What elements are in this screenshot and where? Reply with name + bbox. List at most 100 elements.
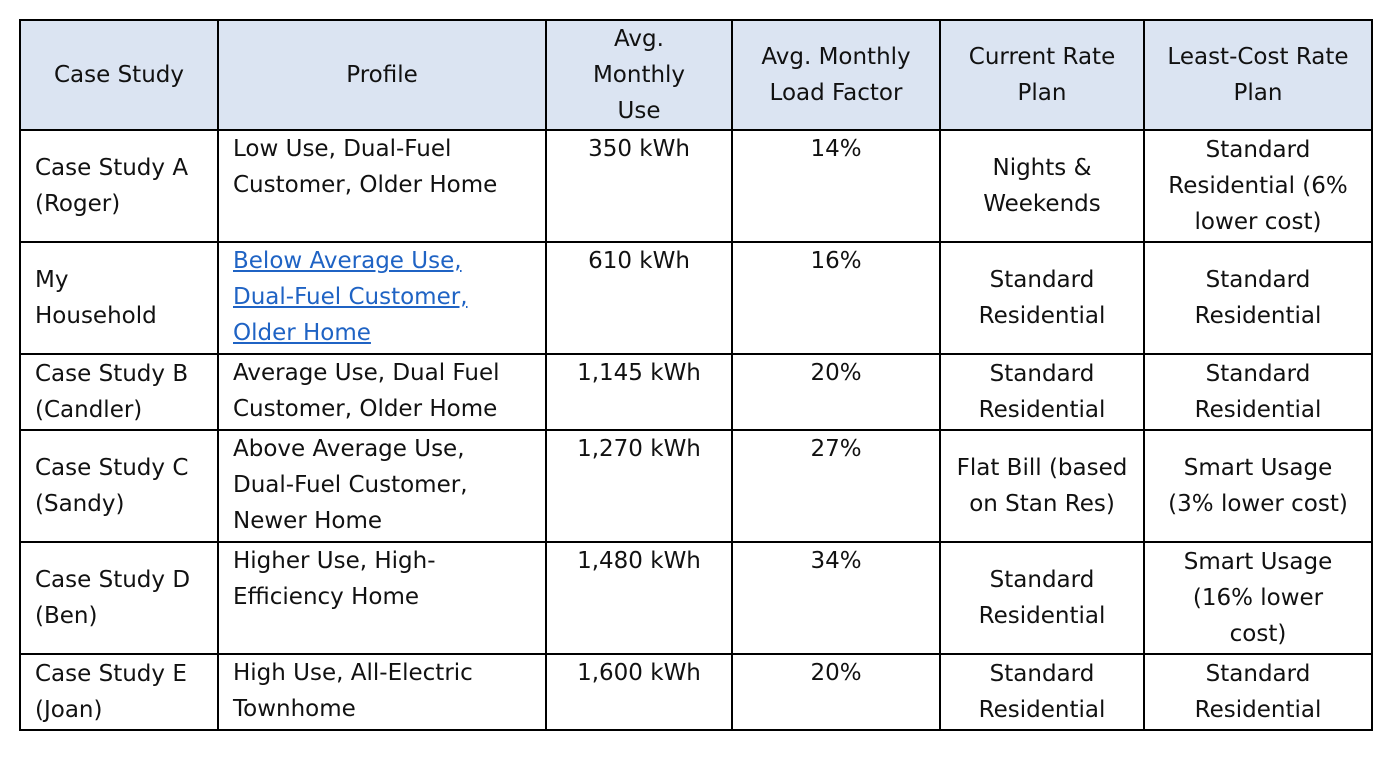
profile-link[interactable]: Below Average Use, Dual-Fuel Customer, Old… bbox=[233, 244, 531, 351]
header-profile: Profile bbox=[217, 19, 547, 131]
cell-text-line: Standard bbox=[989, 661, 1095, 687]
cell-text-line: Low Use, Dual-Fuel bbox=[233, 136, 452, 162]
cell-text-line: My bbox=[35, 267, 69, 293]
cell-text-line: (16% lower bbox=[1192, 585, 1324, 611]
least-cost-rate-plan-cell: Standard Residential (6% lower cost) bbox=[1143, 129, 1373, 243]
cell-text-line: Below Average Use, bbox=[233, 248, 462, 274]
case-study-cell: Case Study A (Roger) bbox=[19, 129, 219, 243]
header-avg-monthly-load-factor: Avg. Monthly Load Factor bbox=[731, 19, 941, 131]
rate-plan-comparison-table: Case Study Profile Avg. Monthly Use Avg. Mont… bbox=[19, 19, 1373, 731]
profile-cell: Below Average Use, Dual-Fuel Customer, Old… bbox=[217, 241, 547, 355]
cell-text-line: lower cost) bbox=[1194, 209, 1322, 235]
cell-text-line: Older Home bbox=[233, 320, 371, 346]
cell-text-line: Higher Use, High- bbox=[233, 548, 436, 574]
cell-text-line: Efficiency Home bbox=[233, 584, 420, 610]
cell-text-line: Standard bbox=[1205, 361, 1311, 387]
least-cost-rate-plan-cell: Standard Residential bbox=[1143, 353, 1373, 431]
cell-text-line: Case Study A bbox=[35, 155, 189, 181]
cell-text-line: Customer, Older Home bbox=[233, 396, 498, 422]
cell-text-line: (3% lower cost) bbox=[1168, 491, 1348, 517]
current-rate-plan-cell: Standard Residential bbox=[939, 541, 1145, 655]
cell-text-line: Nights & bbox=[992, 155, 1092, 181]
cell-text-line: Residential bbox=[978, 397, 1106, 423]
cell-text-line: cost) bbox=[1229, 621, 1287, 647]
cell-text-line: (Sandy) bbox=[35, 491, 125, 517]
load-factor-cell: 34% bbox=[731, 541, 941, 655]
cell-text-line: Standard bbox=[1205, 137, 1311, 163]
profile-cell: Above Average Use, Dual-Fuel Customer, New… bbox=[217, 429, 547, 543]
table-row: Case Study D (Ben) Higher Use, High- Effici… bbox=[19, 541, 1373, 655]
case-study-cell: Case Study E (Joan) bbox=[19, 653, 219, 731]
case-study-cell: Case Study C (Sandy) bbox=[19, 429, 219, 543]
cell-text-line: Case Study D bbox=[35, 567, 191, 593]
cell-text-line: Average Use, Dual Fuel bbox=[233, 360, 500, 386]
table-row: Case Study E (Joan) High Use, All-Electric… bbox=[19, 653, 1373, 731]
table-row: My Household Below Average Use, Dual-Fuel C… bbox=[19, 241, 1373, 355]
cell-text-line: Least-Cost Rate bbox=[1167, 44, 1349, 70]
current-rate-plan-cell: Standard Residential bbox=[939, 353, 1145, 431]
profile-cell: Low Use, Dual-Fuel Customer, Older Home bbox=[217, 129, 547, 243]
least-cost-rate-plan-cell: Standard Residential bbox=[1143, 653, 1373, 731]
header-case-study: Case Study bbox=[19, 19, 219, 131]
cell-text-line: Dual-Fuel Customer, bbox=[233, 284, 468, 310]
cell-text-line: Above Average Use, bbox=[233, 436, 465, 462]
cell-text-line: Standard bbox=[989, 567, 1095, 593]
cell-text-line: Standard bbox=[989, 267, 1095, 293]
cell-text-line: Residential bbox=[1194, 697, 1322, 723]
cell-text-line: Residential bbox=[978, 697, 1106, 723]
header-avg-monthly-use: Avg. Monthly Use bbox=[545, 19, 733, 131]
cell-text-line: (Roger) bbox=[35, 191, 121, 217]
cell-text-line: (Ben) bbox=[35, 603, 98, 629]
load-factor-cell: 27% bbox=[731, 429, 941, 543]
cell-text-line: Case Study bbox=[53, 62, 184, 88]
current-rate-plan-cell: Nights & Weekends bbox=[939, 129, 1145, 243]
table-header-row: Case Study Profile Avg. Monthly Use Avg. Mont… bbox=[19, 19, 1373, 131]
load-factor-cell: 20% bbox=[731, 653, 941, 731]
load-factor-cell: 14% bbox=[731, 129, 941, 243]
avg-monthly-use-cell: 1,600 kWh bbox=[545, 653, 733, 731]
avg-monthly-use-cell: 350 kWh bbox=[545, 129, 733, 243]
cell-text-line: Residential bbox=[978, 303, 1106, 329]
cell-text-line: High Use, All-Electric bbox=[233, 660, 473, 686]
least-cost-rate-plan-cell: Smart Usage (16% lower cost) bbox=[1143, 541, 1373, 655]
header-least-cost-rate-plan: Least-Cost Rate Plan bbox=[1143, 19, 1373, 131]
cell-text-line: Standard bbox=[989, 361, 1095, 387]
cell-text-line: Residential bbox=[978, 603, 1106, 629]
case-study-cell: My Household bbox=[19, 241, 219, 355]
profile-cell: High Use, All-Electric Townhome bbox=[217, 653, 547, 731]
current-rate-plan-cell: Standard Residential bbox=[939, 241, 1145, 355]
profile-cell: Average Use, Dual Fuel Customer, Older Ho… bbox=[217, 353, 547, 431]
cell-text-line: Residential bbox=[1194, 303, 1322, 329]
cell-text-line: Household bbox=[35, 303, 157, 329]
cell-text-line: Flat Bill (based bbox=[956, 455, 1128, 481]
cell-text-line: Plan bbox=[1017, 80, 1067, 106]
case-study-cell: Case Study B (Candler) bbox=[19, 353, 219, 431]
cell-text-line: Case Study C bbox=[35, 455, 189, 481]
cell-text-line: Case Study E bbox=[35, 661, 187, 687]
cell-text-line: Smart Usage bbox=[1183, 549, 1333, 575]
cell-text-line: Customer, Older Home bbox=[233, 172, 498, 198]
current-rate-plan-cell: Standard Residential bbox=[939, 653, 1145, 731]
table-row: Case Study A (Roger) Low Use, Dual-Fuel Cus… bbox=[19, 129, 1373, 243]
table-row: Case Study B (Candler) Average Use, Dual F… bbox=[19, 353, 1373, 431]
cell-text-line: Newer Home bbox=[233, 508, 383, 534]
cell-text-line: (Candler) bbox=[35, 397, 143, 423]
cell-text-line: Current Rate bbox=[968, 44, 1116, 70]
case-study-cell: Case Study D (Ben) bbox=[19, 541, 219, 655]
load-factor-cell: 16% bbox=[731, 241, 941, 355]
cell-text-line: Avg. bbox=[614, 26, 664, 52]
cell-text-line: on Stan Res) bbox=[969, 491, 1115, 517]
cell-text-line: Avg. Monthly bbox=[761, 44, 911, 70]
cell-text-line: Smart Usage bbox=[1183, 455, 1333, 481]
cell-text-line: Use bbox=[617, 98, 661, 124]
cell-text-line: Weekends bbox=[983, 191, 1101, 217]
current-rate-plan-cell: Flat Bill (based on Stan Res) bbox=[939, 429, 1145, 543]
cell-text-line: (Joan) bbox=[35, 697, 103, 723]
cell-text-line: Case Study B bbox=[35, 361, 189, 387]
cell-text-line: Townhome bbox=[233, 696, 356, 722]
load-factor-cell: 20% bbox=[731, 353, 941, 431]
table-row: Case Study C (Sandy) Above Average Use, Dua… bbox=[19, 429, 1373, 543]
profile-cell: Higher Use, High- Efficiency Home bbox=[217, 541, 547, 655]
cell-text-line: Monthly bbox=[592, 62, 686, 88]
avg-monthly-use-cell: 1,145 kWh bbox=[545, 353, 733, 431]
